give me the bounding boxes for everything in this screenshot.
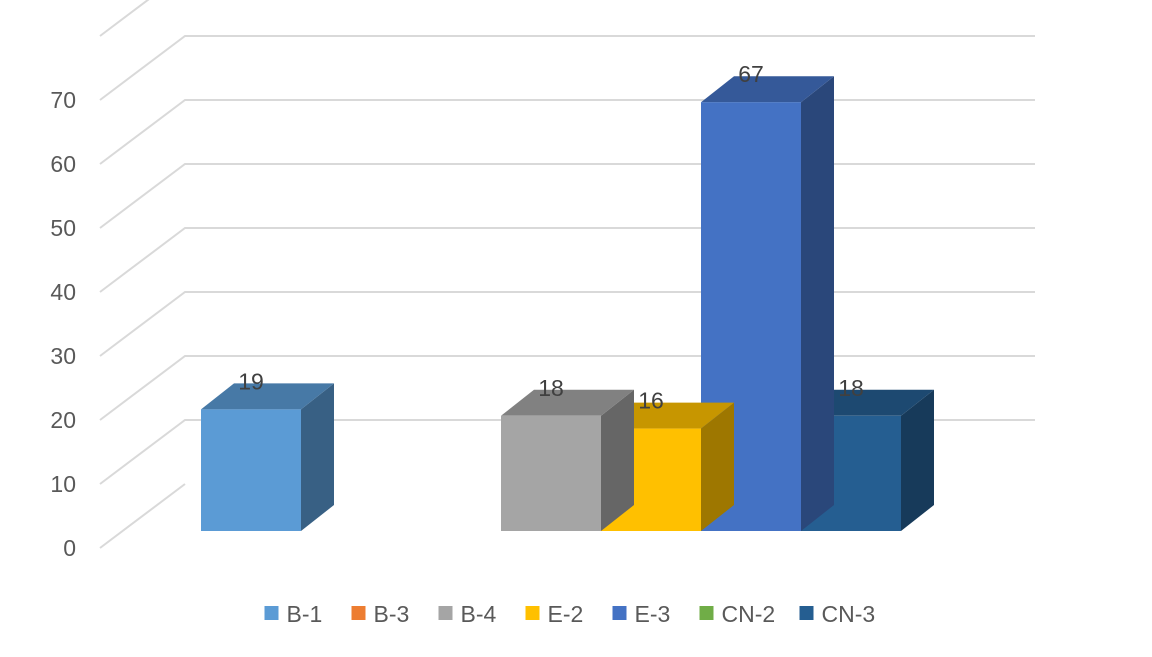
bar-side: [301, 383, 334, 531]
legend-swatch: [612, 606, 627, 620]
gridline: [99, 35, 1035, 101]
bar-front: [501, 415, 601, 531]
data-label: 16: [638, 388, 664, 414]
legend-label: E-3: [635, 601, 671, 627]
y-tick-label: 70: [50, 87, 76, 113]
gridline: [99, 227, 1035, 293]
data-label: 67: [738, 61, 764, 87]
legend-swatch: [438, 606, 453, 620]
bar-side: [701, 402, 734, 531]
legend-label: B-4: [461, 601, 497, 627]
legend-label: E-2: [548, 601, 584, 627]
y-tick-label: 0: [63, 535, 76, 561]
data-label: 19: [238, 368, 264, 394]
data-label: 18: [538, 375, 564, 401]
legend-item: CN-2: [699, 601, 776, 627]
gridline: [99, 483, 186, 549]
bar-side: [601, 389, 634, 531]
legend-swatch: [264, 606, 279, 620]
legend-swatch: [799, 606, 814, 620]
bar-front: [201, 409, 301, 531]
y-tick-label: 30: [50, 343, 76, 369]
bar-B-1: [201, 383, 334, 531]
legend-item: CN-3: [799, 601, 876, 627]
legend-swatch: [525, 606, 540, 620]
bar-top: [801, 389, 934, 416]
legend-swatch: [699, 606, 714, 620]
y-tick-label: 10: [50, 471, 76, 497]
bar-top: [601, 402, 734, 429]
gridlines: [99, 0, 1035, 549]
legend: B-1 B-3 B-4 E-2 E-3 CN-2 CN-3: [264, 601, 876, 627]
legend-label: B-1: [287, 601, 323, 627]
bar-B-4: [501, 389, 634, 531]
legend-label: CN-3: [822, 601, 876, 627]
bar-top: [701, 76, 834, 103]
y-tick-label: 40: [50, 279, 76, 305]
gridline: [99, 99, 1035, 165]
bars: [201, 76, 934, 531]
legend-swatch: [351, 606, 366, 620]
legend-item: B-4: [438, 601, 497, 627]
legend-item: E-2: [525, 601, 584, 627]
gridline: [99, 0, 150, 37]
legend-label: B-3: [374, 601, 410, 627]
bar-top: [201, 383, 334, 410]
bar-top: [501, 389, 634, 416]
y-tick-label: 50: [50, 215, 76, 241]
y-tick-label: 60: [50, 151, 76, 177]
bar-side: [801, 76, 834, 531]
data-labels: 18 67 16 18 19: [238, 61, 864, 413]
legend-item: B-3: [351, 601, 410, 627]
legend-item: E-3: [612, 601, 671, 627]
data-label: 18: [838, 375, 864, 401]
gridline: [99, 163, 1035, 229]
y-axis: 0 10 20 30 40 50 60 70: [50, 87, 76, 561]
legend-label: CN-2: [722, 601, 776, 627]
y-tick-label: 20: [50, 407, 76, 433]
gridline: [99, 291, 1035, 357]
legend-item: B-1: [264, 601, 323, 627]
bar-side: [901, 389, 934, 531]
